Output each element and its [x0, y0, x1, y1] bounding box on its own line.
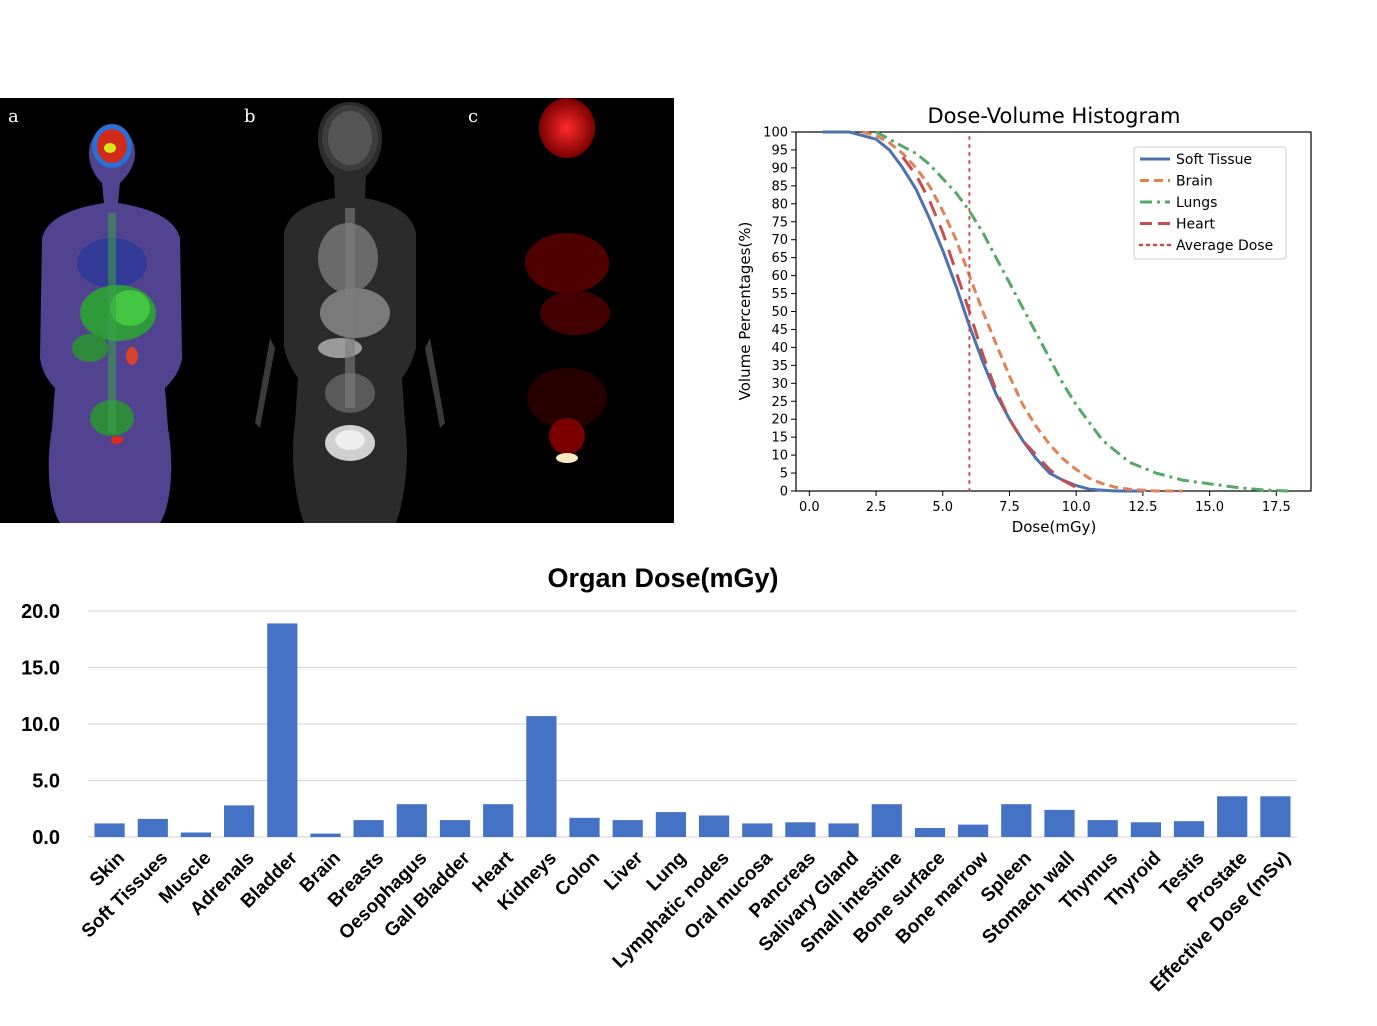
dvh-y-tick-label: 85: [771, 179, 788, 194]
dvh-y-tick-label: 60: [771, 269, 788, 284]
dvh-y-tick-label: 10: [771, 449, 788, 464]
organ-dose-bar: [1044, 809, 1075, 837]
organ-dose-bar: [137, 818, 168, 837]
dvh-ticks: 0.0 2.5 5.0 7.5 10.0 12.5 15.0 17.5 0 5 10 15 20 25 30…: [763, 126, 1291, 516]
pet-ct-images: a b c: [8, 98, 610, 523]
dvh-y-tick-label: 20: [771, 413, 788, 428]
organ-dose-y-tick-label: 5.0: [32, 771, 60, 793]
dvh-x-tick-label: 15.0: [1195, 500, 1224, 515]
organ-dose-bar: [526, 716, 557, 837]
dvh-x-tick-label: 0.0: [799, 500, 820, 515]
dvh-series-line-1: [862, 130, 1183, 493]
dvh-y-tick-label: 90: [771, 161, 788, 176]
organ-dose-bar: [1001, 804, 1032, 837]
fused-pet-ct-image: [40, 124, 182, 523]
dvh-y-tick-label: 95: [771, 143, 788, 158]
organ-dose-bar: [1087, 820, 1118, 837]
organ-dose-bar: [699, 815, 730, 837]
organ-dose-bar: [353, 820, 384, 837]
dvh-legend-label: Brain: [1176, 174, 1213, 190]
organ-dose-bar: [483, 804, 514, 837]
dvh-x-tick-label: 2.5: [866, 500, 887, 515]
dvh-y-tick-label: 25: [771, 395, 788, 410]
organ-dose-bar: [180, 832, 211, 837]
organ-dose-title: Organ Dose(mGy): [547, 563, 778, 593]
dvh-x-tick-label: 7.5: [999, 500, 1020, 515]
dvh-legend-label: Heart: [1176, 217, 1215, 233]
organ-dose-bar: [828, 823, 859, 837]
pet-image: [525, 98, 610, 463]
organ-dose-bar: [1130, 822, 1161, 837]
organ-dose-category-label: Colon: [551, 848, 604, 901]
dvh-y-tick-label: 5: [780, 467, 788, 482]
dvh-x-tick-label: 5.0: [932, 500, 953, 515]
organ-dose-bar-chart: Organ Dose(mGy) 0.0 5.0 10.0 15.0 20.0 SkinS…: [21, 563, 1297, 996]
dvh-title: Dose-Volume Histogram: [928, 104, 1181, 128]
organ-dose-bar: [224, 805, 255, 837]
dvh-y-tick-label: 40: [771, 341, 788, 356]
panel-label-b: b: [244, 106, 256, 127]
organ-dose-bar: [569, 817, 600, 837]
dvh-y-tick-label: 15: [771, 431, 788, 446]
organ-dose-bar: [655, 812, 686, 837]
dvh-legend: Soft Tissue Brain Lungs Heart Average Dose: [1133, 146, 1287, 260]
organ-dose-bar: [785, 822, 816, 837]
panel-label-a: a: [8, 106, 19, 127]
organ-dose-y-tick-label: 0.0: [32, 827, 60, 849]
organ-dose-bar: [742, 823, 773, 837]
organ-dose-bar: [1173, 821, 1205, 837]
dvh-y-tick-label: 45: [771, 323, 788, 338]
organ-dose-bar: [1217, 796, 1248, 837]
organ-dose-y-tick-label: 20.0: [21, 601, 60, 623]
pet-ct-image-panel: a b c: [0, 98, 674, 523]
organ-dose-bar: [1260, 796, 1291, 837]
organ-dose-bar: [396, 804, 427, 837]
organ-dose-bar: [914, 828, 946, 837]
dvh-series-lines: [822, 130, 1290, 493]
organ-dose-bar: [958, 824, 989, 837]
dvh-y-tick-label: 35: [771, 359, 788, 374]
dvh-legend-label: Soft Tissue: [1176, 152, 1252, 168]
organ-dose-bar: [439, 820, 471, 837]
organ-dose-category-label: Liver: [600, 847, 647, 894]
dose-volume-histogram-chart: Dose-Volume Histogram 0.0 2.5 5.0 7.5 10.0 12…: [736, 104, 1312, 536]
dvh-y-axis-label: Volume Percentages(%): [736, 222, 754, 401]
dvh-x-tick-label: 10.0: [1062, 500, 1091, 515]
dvh-y-tick-label: 50: [771, 305, 788, 320]
dvh-y-tick-label: 80: [771, 197, 788, 212]
dvh-series-line-0: [822, 130, 1143, 493]
dvh-series-line-3: [901, 156, 1077, 489]
organ-dose-gridlines: 0.0 5.0 10.0 15.0 20.0: [21, 601, 1297, 849]
organ-dose-bar: [871, 804, 902, 837]
organ-dose-bar: [310, 833, 341, 837]
organ-dose-y-tick-label: 15.0: [21, 658, 60, 680]
dvh-y-tick-label: 30: [771, 377, 788, 392]
dvh-legend-label: Lungs: [1176, 195, 1217, 211]
panel-label-c: c: [468, 106, 478, 127]
dvh-y-tick-label: 100: [763, 126, 788, 141]
dvh-y-tick-label: 65: [771, 251, 788, 266]
dvh-x-axis-label: Dose(mGy): [1012, 518, 1097, 536]
dvh-y-tick-label: 75: [771, 215, 788, 230]
dvh-x-tick-label: 17.5: [1262, 500, 1291, 515]
ct-image: [255, 102, 445, 523]
organ-dose-bar: [267, 623, 298, 837]
dvh-y-tick-label: 0: [780, 485, 788, 500]
dvh-legend-label: Average Dose: [1176, 238, 1273, 254]
dvh-x-tick-label: 12.5: [1128, 500, 1157, 515]
dvh-y-tick-label: 70: [771, 233, 788, 248]
dvh-y-tick-label: 55: [771, 287, 788, 302]
organ-dose-bar: [94, 823, 125, 837]
dvh-series-line-2: [875, 130, 1290, 493]
organ-dose-bars: [94, 623, 1291, 837]
organ-dose-y-tick-label: 10.0: [21, 714, 60, 736]
organ-dose-bar: [612, 820, 643, 837]
